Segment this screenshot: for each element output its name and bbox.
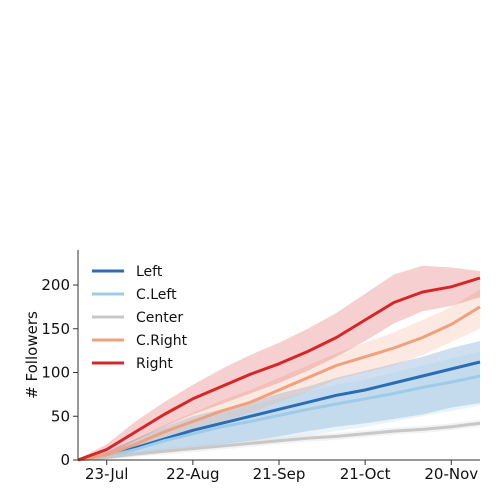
x-tick-label: 20-Nov bbox=[424, 465, 478, 483]
legend-label-right: Right bbox=[136, 356, 173, 372]
band-c-left bbox=[78, 351, 480, 460]
y-tick-label: 0 bbox=[60, 451, 70, 469]
x-tick-label: 23-Jul bbox=[85, 465, 128, 483]
line-c-right bbox=[77, 305, 481, 462]
legend-label-left: Left bbox=[136, 264, 163, 280]
x-tick-label: 21-Oct bbox=[340, 465, 391, 483]
y-axis-title: # Followers bbox=[23, 311, 41, 399]
line-c-left bbox=[77, 374, 481, 462]
y-tick-label: 100 bbox=[41, 364, 70, 382]
legend: Left C.Left Center C.Right Right bbox=[92, 264, 188, 372]
line-center bbox=[77, 421, 481, 462]
line-right bbox=[77, 276, 481, 462]
axes: 0 50 100 150 200 23-Jul 22-Aug 21-Sep 21-Oct 20-N… bbox=[41, 250, 480, 483]
y-tick-label: 150 bbox=[41, 320, 70, 338]
legend-label-c-left: C.Left bbox=[136, 287, 177, 303]
line-left bbox=[77, 360, 481, 462]
x-tick-label: 21-Sep bbox=[253, 465, 306, 483]
series-lines bbox=[77, 276, 481, 462]
x-tick-label: 22-Aug bbox=[166, 465, 219, 483]
band-left bbox=[78, 341, 480, 460]
y-tick-label: 200 bbox=[41, 276, 70, 294]
legend-label-center: Center bbox=[136, 310, 183, 326]
legend-label-c-right: C.Right bbox=[136, 333, 188, 349]
y-tick-label: 50 bbox=[51, 407, 70, 425]
